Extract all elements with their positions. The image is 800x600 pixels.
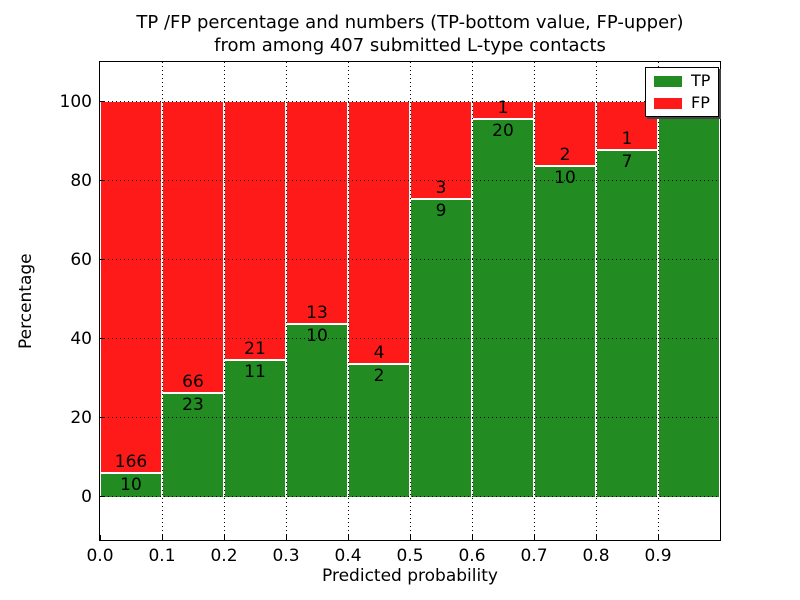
x-tick [161, 535, 163, 540]
fp-count-label: 66 [182, 372, 204, 393]
x-tick-label: 0.3 [272, 546, 300, 566]
chart-title-line-2: from among 407 submitted L-type contacts [214, 35, 606, 56]
tp-count-label: 10 [306, 325, 328, 346]
chart-title-line-1: TP /FP percentage and numbers (TP-bottom… [136, 12, 684, 33]
fp-count-label: 21 [244, 338, 266, 359]
tp-bar-segment [163, 394, 223, 497]
tp-count-label: 20 [492, 121, 514, 142]
x-tick [285, 535, 287, 540]
y-tick [100, 417, 105, 419]
horizontal-gridline [100, 338, 720, 340]
vertical-gridline [285, 62, 287, 540]
y-axis-label: Percentage [16, 253, 36, 349]
fp-bar-segment [473, 101, 533, 121]
tp-bar-segment [225, 360, 285, 497]
y-tick-label: 0 [81, 486, 92, 507]
legend-label-fp: FP [691, 93, 710, 112]
horizontal-gridline [100, 180, 720, 181]
vertical-gridline [409, 62, 411, 540]
vertical-gridline [347, 62, 349, 540]
legend-item-tp: TP [654, 73, 710, 89]
y-tick [100, 496, 105, 498]
fp-bar-segment [287, 101, 347, 325]
fp-bar-segment [163, 101, 223, 395]
fp-count-label: 1 [621, 128, 633, 149]
fp-bar-segment [225, 101, 285, 361]
y-tick [100, 338, 105, 340]
tp-count-label: 10 [120, 475, 142, 496]
x-axis-label: Predicted probability [322, 566, 498, 586]
fp-count-label: 3 [435, 178, 447, 199]
legend-fp-swatch-icon [654, 97, 682, 109]
plot-area: 1661066232111131042391202101728 [99, 61, 721, 541]
horizontal-gridline [100, 417, 720, 419]
x-tick [595, 535, 597, 540]
tp-count-label: 7 [621, 151, 633, 172]
x-tick [223, 535, 225, 540]
legend-item-fp: FP [654, 95, 710, 111]
chart-title: TP /FP percentage and numbers (TP-bottom… [10, 11, 800, 57]
x-tick [347, 535, 349, 540]
tp-bar-segment [597, 150, 657, 497]
x-tick [471, 535, 473, 540]
y-tick-label: 60 [70, 249, 92, 270]
vertical-gridline [657, 62, 659, 540]
tp-count-label: 23 [182, 395, 204, 416]
vertical-gridline [223, 62, 225, 540]
y-tick-label: 100 [59, 91, 92, 112]
fp-count-label: 1 [497, 98, 509, 119]
fp-bar-segment [101, 101, 161, 475]
horizontal-gridline [100, 496, 720, 498]
vertical-gridline [533, 62, 535, 540]
tp-bar-segment [101, 474, 161, 497]
x-tick-label: 0.1 [148, 546, 176, 566]
tp-count-label: 10 [554, 168, 576, 189]
tp-bar-segment [535, 167, 595, 497]
x-tick-label: 0.5 [396, 546, 424, 566]
tp-count-label: 9 [435, 201, 447, 222]
fp-bar-segment [411, 101, 471, 201]
fp-count-label: 2 [559, 145, 571, 166]
x-tick-label: 0.8 [582, 546, 610, 566]
vertical-gridline [471, 62, 473, 540]
y-tick [100, 259, 105, 261]
legend-tp-swatch-icon [654, 75, 682, 87]
horizontal-gridline [100, 101, 720, 102]
vertical-gridline [161, 62, 163, 540]
x-tick [99, 535, 101, 540]
x-tick-label: 0.7 [520, 546, 548, 566]
y-tick-label: 40 [70, 328, 92, 349]
tp-bar-segment [349, 364, 409, 497]
x-tick-label: 0.6 [458, 546, 486, 566]
y-tick-label: 80 [70, 170, 92, 191]
x-tick-label: 0.2 [210, 546, 238, 566]
legend-label-tp: TP [691, 71, 711, 90]
tp-bar-segment [411, 200, 471, 497]
x-tick [657, 535, 659, 540]
y-tick-label: 20 [70, 407, 92, 428]
tp-count-label: 11 [244, 361, 266, 382]
fp-bar-segment [535, 101, 595, 168]
x-tick-label: 0.4 [334, 546, 362, 566]
x-tick-label: 0.0 [86, 546, 114, 566]
vertical-gridline [595, 62, 597, 540]
y-tick [100, 180, 105, 181]
fp-count-label: 4 [373, 342, 385, 363]
tp-bar-segment [659, 101, 719, 497]
x-tick-label: 0.9 [644, 546, 672, 566]
x-tick [533, 535, 535, 540]
x-tick [409, 535, 411, 540]
fp-bar-segment [349, 101, 409, 365]
tp-count-label: 2 [373, 365, 385, 386]
fp-count-label: 166 [114, 452, 148, 473]
tp-bar-segment [287, 324, 347, 497]
horizontal-gridline [100, 259, 720, 261]
legend: TP FP [645, 67, 720, 117]
fp-count-label: 13 [306, 302, 328, 323]
tp-bar-segment [473, 120, 533, 497]
y-tick [100, 101, 105, 102]
